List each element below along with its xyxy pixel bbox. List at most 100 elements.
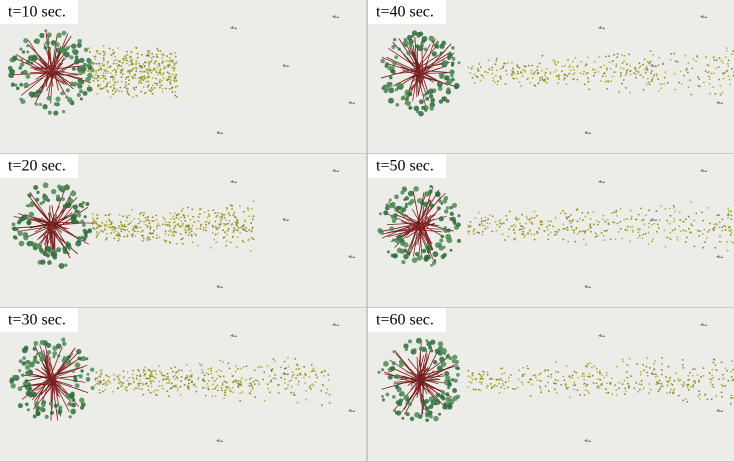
tree-leaf	[453, 82, 460, 89]
particle	[120, 90, 123, 93]
tree-leaf	[396, 234, 403, 241]
particle	[143, 77, 146, 80]
tree-leaf	[62, 246, 68, 252]
particle	[148, 66, 151, 69]
particle	[650, 80, 653, 82]
particle	[223, 397, 225, 400]
particle	[156, 66, 158, 69]
particle	[614, 238, 617, 240]
particle	[173, 218, 175, 220]
particle	[311, 383, 314, 386]
particle	[499, 67, 502, 70]
particle	[168, 60, 170, 62]
particle	[544, 71, 547, 74]
tree-leaf	[383, 210, 389, 216]
particle	[504, 239, 506, 241]
particle	[474, 217, 477, 219]
tree-leaf	[33, 184, 39, 191]
particle	[215, 241, 218, 244]
particle	[652, 76, 655, 79]
particle	[173, 234, 175, 237]
particle	[569, 396, 571, 399]
particle	[171, 87, 173, 89]
particle	[495, 378, 498, 381]
particle	[155, 218, 158, 221]
tree-branch	[53, 47, 57, 69]
particle	[724, 367, 727, 370]
particle	[584, 232, 586, 234]
particle	[486, 71, 489, 74]
particle	[730, 370, 732, 373]
tree-leaf	[436, 206, 441, 211]
particle	[184, 225, 187, 228]
particle	[142, 371, 145, 373]
tree-leaf	[437, 341, 444, 347]
particle	[240, 226, 242, 229]
particle	[678, 81, 680, 84]
tree-leaf	[56, 247, 62, 252]
tree-branch	[48, 376, 67, 394]
particle	[149, 238, 151, 241]
tree-branch	[402, 375, 421, 382]
tree-leaf	[85, 76, 91, 83]
tree-leaf	[36, 190, 40, 195]
particle	[646, 371, 649, 374]
particle	[207, 373, 210, 376]
particle	[564, 385, 567, 387]
tree-leaf	[71, 49, 77, 54]
particle	[692, 385, 694, 388]
particle	[498, 378, 500, 381]
particle	[216, 384, 219, 387]
particle	[107, 60, 109, 63]
tree-leaf	[423, 47, 428, 52]
particle	[111, 390, 114, 393]
particle	[122, 228, 125, 230]
particle	[113, 237, 116, 240]
tree-leaf	[32, 414, 37, 419]
particle	[694, 381, 696, 384]
particle	[695, 60, 697, 62]
particle	[638, 67, 641, 69]
tree-leaf	[441, 348, 447, 354]
particle	[163, 67, 166, 70]
particle	[174, 91, 177, 93]
particle	[169, 52, 172, 55]
particle	[708, 229, 711, 231]
particle	[500, 386, 502, 388]
tree-leaf	[26, 408, 30, 412]
particle	[566, 217, 569, 220]
particle	[216, 228, 219, 230]
particle	[541, 221, 543, 223]
tree-leaf	[387, 65, 393, 71]
tree-branch	[45, 351, 51, 379]
particle	[471, 65, 474, 68]
particle	[541, 76, 544, 79]
particle	[132, 226, 135, 229]
particle	[711, 368, 714, 371]
tree-leaf	[442, 245, 446, 249]
particle	[150, 90, 152, 93]
particle	[207, 380, 210, 382]
particle	[250, 230, 253, 233]
tree-leaf	[446, 228, 451, 233]
tree-leaf	[82, 223, 86, 227]
particle	[562, 375, 565, 378]
particle	[717, 378, 720, 381]
particle	[227, 386, 229, 388]
particle	[629, 209, 632, 212]
particle	[137, 369, 140, 371]
particle	[603, 229, 606, 232]
particle	[225, 223, 227, 226]
tree-leaf	[429, 349, 434, 353]
particle	[613, 71, 616, 74]
particle	[655, 73, 658, 75]
particle	[566, 229, 569, 231]
particle	[554, 370, 557, 373]
particle	[179, 394, 182, 396]
tree-leaf	[11, 222, 16, 227]
particle	[168, 76, 171, 79]
tree-leaf	[441, 390, 445, 395]
particle	[557, 82, 559, 85]
tree-leaf	[86, 86, 93, 92]
particle	[633, 72, 635, 74]
